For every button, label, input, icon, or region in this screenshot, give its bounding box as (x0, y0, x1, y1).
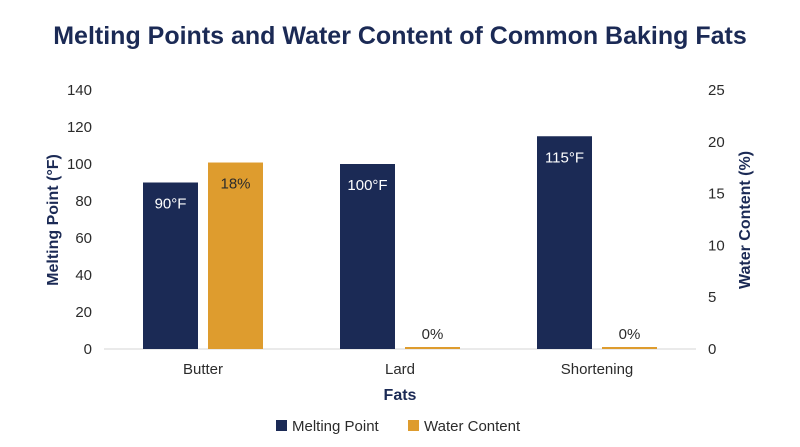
data-label: 0% (619, 326, 641, 343)
data-label: 18% (220, 176, 250, 193)
y2-tick-label: 0 (708, 341, 716, 358)
y-tick-label: 120 (67, 119, 92, 136)
y2-tick-label: 10 (708, 237, 725, 254)
y-axis-ticks: 0 20 40 60 80 100 120 140 (67, 82, 92, 358)
category-label: Shortening (561, 361, 634, 378)
legend-label: Melting Point (292, 418, 380, 435)
y2-axis-ticks: 0 5 10 15 20 25 (708, 82, 725, 358)
bar-melting-point-shortening (537, 136, 592, 349)
category-labels: Butter Lard Shortening (183, 361, 633, 378)
y2-tick-label: 15 (708, 186, 725, 203)
bar-water-content-lard (405, 347, 460, 349)
y-tick-label: 140 (67, 82, 92, 99)
bar-water-content-shortening (602, 347, 657, 349)
data-labels: 90°F 100°F 115°F 18% 0% 0% (155, 149, 641, 343)
data-label: 100°F (347, 177, 387, 194)
bar-melting-point-butter (143, 182, 198, 349)
y-tick-label: 100 (67, 156, 92, 173)
bar-melting-point-lard (340, 164, 395, 349)
y2-tick-label: 20 (708, 134, 725, 151)
category-label: Butter (183, 361, 223, 378)
category-label: Lard (385, 361, 415, 378)
y-tick-label: 0 (84, 341, 92, 358)
y-tick-label: 80 (75, 193, 92, 210)
y2-tick-label: 5 (708, 289, 716, 306)
bar-water-content-butter (208, 162, 263, 349)
legend-swatch (408, 420, 419, 431)
data-label: 90°F (155, 196, 187, 213)
y2-axis-title: Water Content (%) (737, 151, 754, 289)
y-tick-label: 40 (75, 267, 92, 284)
legend-swatch (276, 420, 287, 431)
legend-label: Water Content (424, 418, 521, 435)
y-tick-label: 20 (75, 304, 92, 321)
y-tick-label: 60 (75, 230, 92, 247)
bars (143, 136, 657, 349)
y2-tick-label: 25 (708, 82, 725, 99)
x-axis-title: Fats (384, 387, 417, 404)
legend: Melting Point Water Content (276, 418, 521, 435)
chart-title: Melting Points and Water Content of Comm… (53, 22, 747, 50)
data-label: 0% (422, 326, 444, 343)
data-label: 115°F (545, 149, 584, 166)
y-axis-title: Melting Point (°F) (45, 154, 62, 286)
